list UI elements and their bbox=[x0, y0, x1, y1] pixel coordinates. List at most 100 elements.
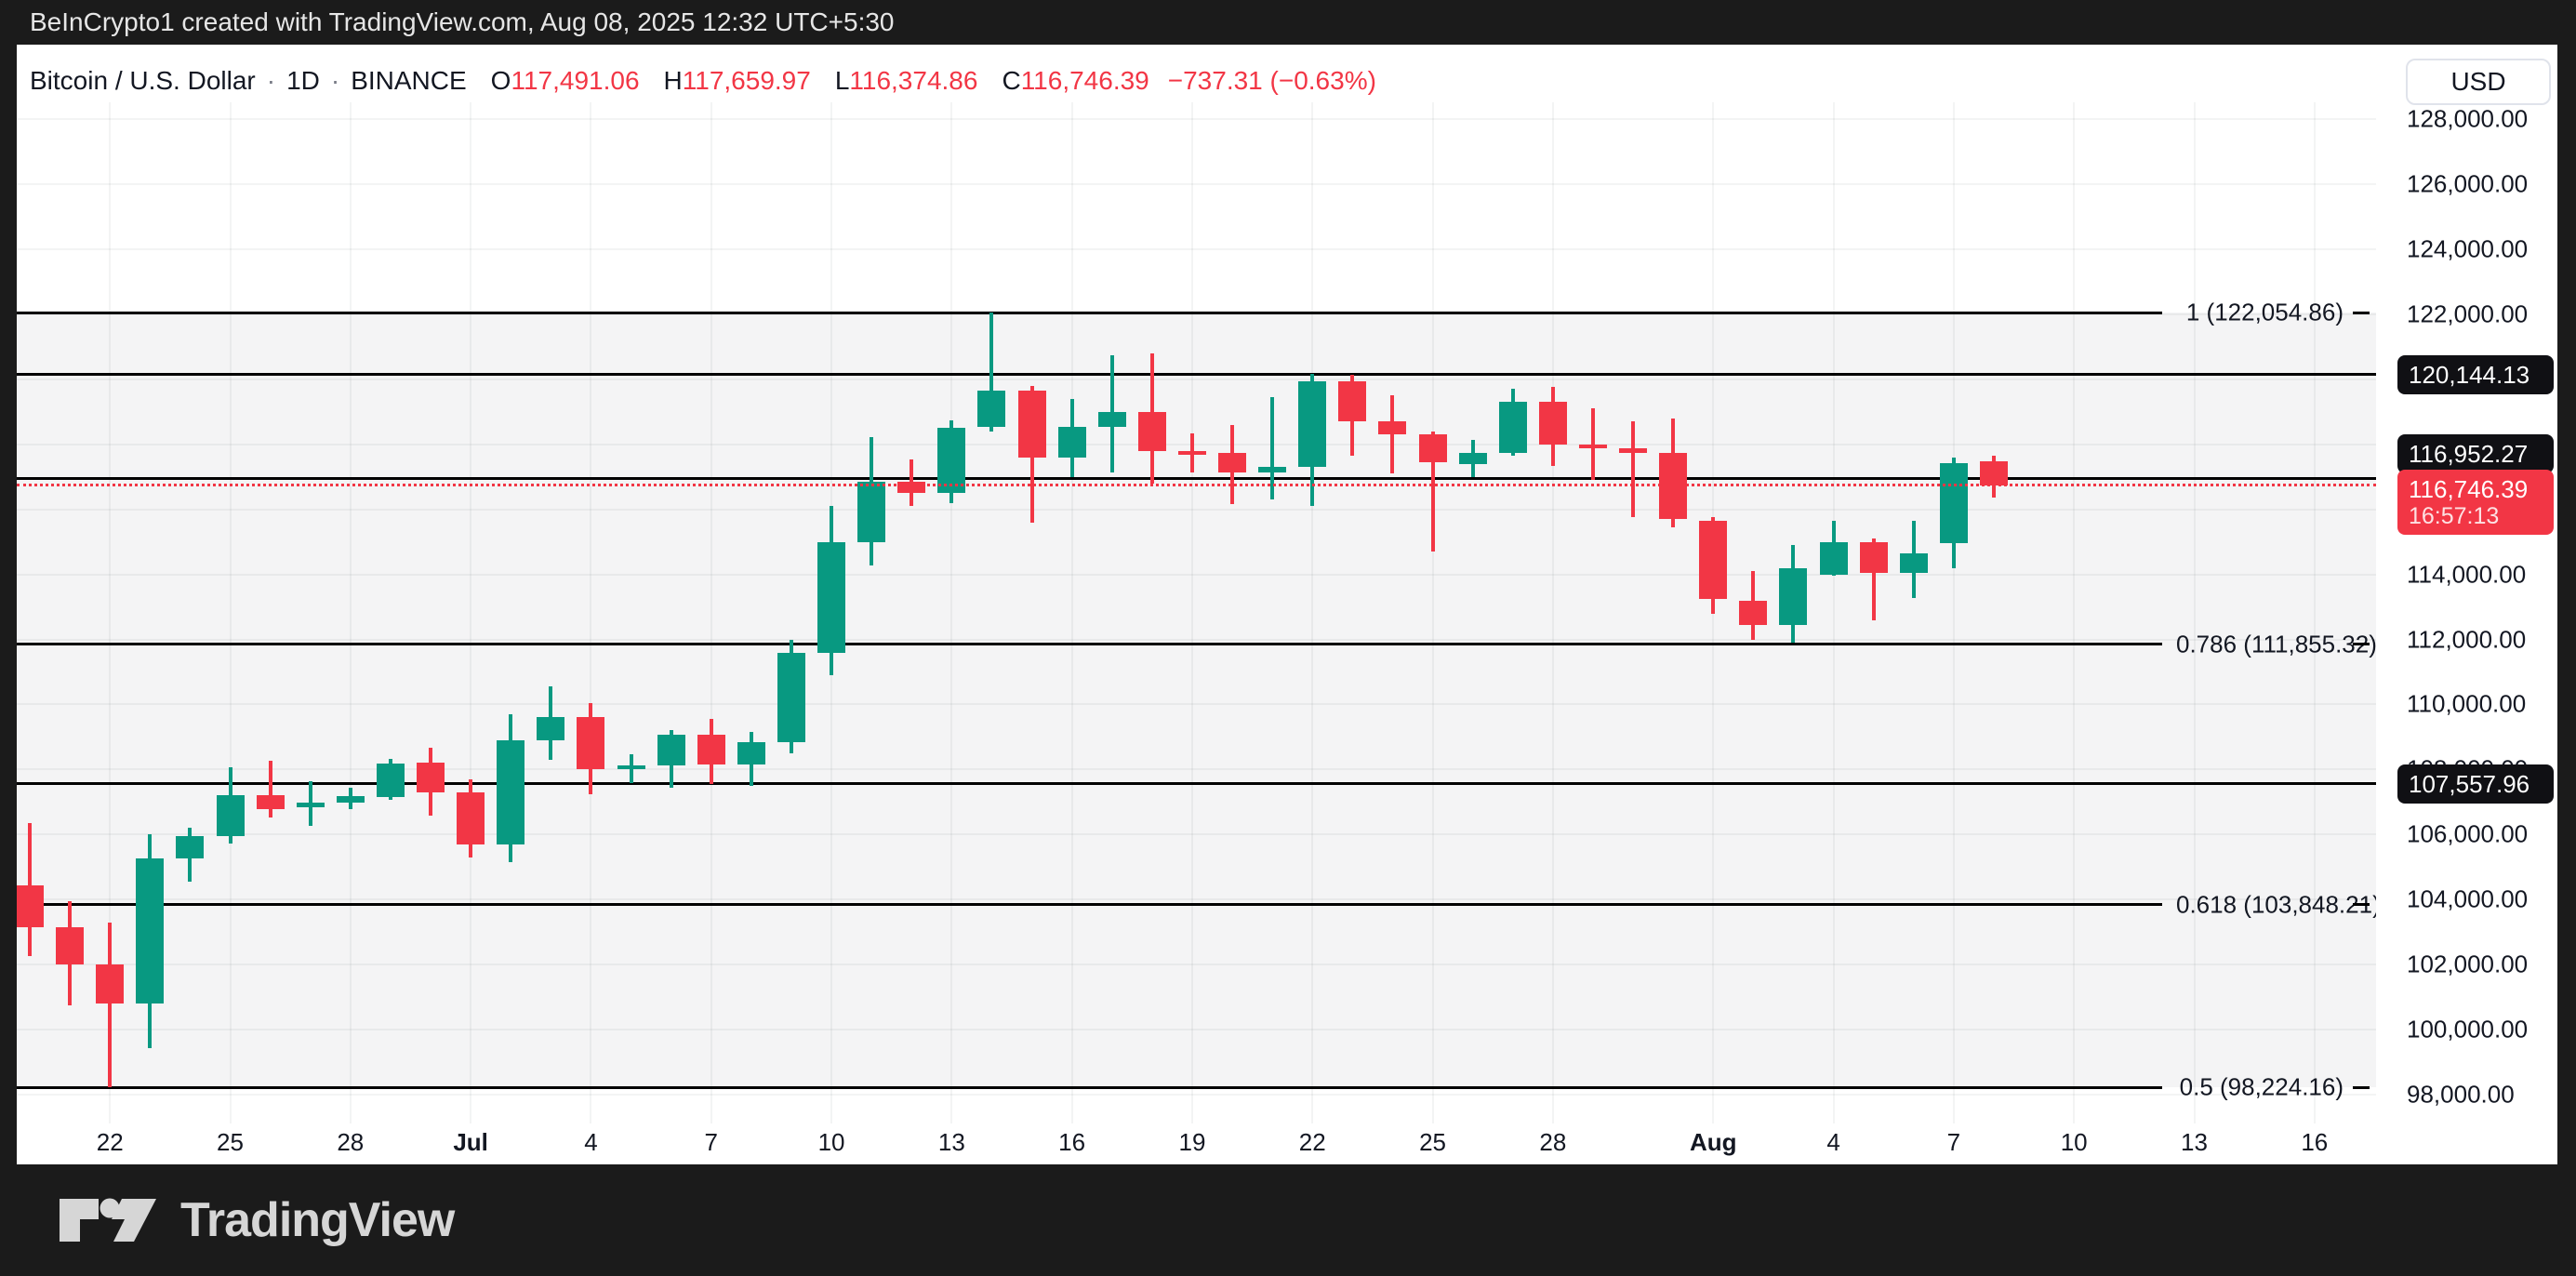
current-price-line bbox=[17, 484, 2376, 487]
interval-label[interactable]: 1D bbox=[286, 66, 320, 95]
horizontal-gridline bbox=[17, 312, 2376, 315]
price-tick-label: 114,000.00 bbox=[2407, 560, 2527, 589]
vertical-gridline bbox=[2073, 102, 2076, 1123]
candle-body bbox=[176, 836, 205, 858]
candle-body bbox=[1298, 380, 1327, 468]
fib-level-label: 1 (122,054.86) bbox=[2185, 298, 2344, 326]
horizontal-gridline bbox=[17, 508, 2376, 511]
candle-body bbox=[977, 391, 1006, 427]
fib-level-line-end bbox=[2353, 903, 2370, 907]
candle-wick bbox=[1871, 538, 1876, 620]
candle-body bbox=[1779, 567, 1808, 625]
candle-body bbox=[376, 764, 405, 798]
candle-body bbox=[1538, 402, 1567, 445]
fib-level-line bbox=[17, 903, 2162, 907]
candle-wick bbox=[1270, 397, 1275, 500]
time-tick-label: 22 bbox=[96, 1128, 124, 1156]
time-tick-label: 4 bbox=[584, 1128, 598, 1156]
horizontal-gridline bbox=[17, 1029, 2376, 1031]
candle-body bbox=[617, 765, 645, 770]
price-tick-label: 102,000.00 bbox=[2407, 950, 2529, 978]
time-tick-label: 22 bbox=[1298, 1128, 1326, 1156]
horizontal-gridline bbox=[17, 638, 2376, 641]
exchange-label[interactable]: BINANCE bbox=[351, 66, 467, 95]
candle-body bbox=[1899, 552, 1928, 573]
horizontal-gridline bbox=[17, 964, 2376, 966]
price-tick-label: 98,000.00 bbox=[2407, 1080, 2515, 1109]
candle-body bbox=[1338, 380, 1367, 422]
separator-dot: · bbox=[266, 66, 276, 95]
horizontal-gridline bbox=[17, 833, 2376, 836]
horizontal-price-line bbox=[17, 476, 2376, 480]
candle-body bbox=[1017, 391, 1046, 458]
tradingview-logo-icon bbox=[60, 1198, 156, 1242]
price-tick-label: 110,000.00 bbox=[2407, 689, 2527, 718]
candle-body bbox=[1378, 421, 1407, 435]
vertical-gridline bbox=[2313, 102, 2316, 1123]
candle-body bbox=[457, 791, 485, 844]
currency-toggle-button[interactable]: USD bbox=[2406, 59, 2551, 105]
vertical-gridline bbox=[229, 102, 232, 1123]
horizontal-gridline bbox=[17, 443, 2376, 445]
price-tick-label: 128,000.00 bbox=[2407, 104, 2529, 133]
candle-body bbox=[697, 735, 725, 765]
vertical-gridline bbox=[1551, 102, 1554, 1123]
price-tick-label: 106,000.00 bbox=[2407, 819, 2529, 848]
price-line-badge: 116,952.27 bbox=[2397, 434, 2554, 474]
candle-wick bbox=[1430, 431, 1435, 552]
vertical-gridline bbox=[1431, 102, 1434, 1123]
tradingview-brand-name: TradingView bbox=[180, 1193, 455, 1247]
header-bar: BeInCrypto1 created with TradingView.com… bbox=[0, 0, 2576, 45]
fib-level-line-end bbox=[2353, 311, 2370, 314]
fib-level-line bbox=[17, 311, 2162, 314]
candle-body bbox=[537, 717, 565, 740]
time-tick-label: 25 bbox=[1419, 1128, 1447, 1156]
symbol-name[interactable]: Bitcoin / U.S. Dollar bbox=[30, 66, 256, 95]
candle-body bbox=[136, 857, 165, 1004]
candle-body bbox=[1699, 520, 1728, 599]
ohlc-item-c: C116,746.39 bbox=[1002, 66, 1149, 95]
candle-body bbox=[1859, 541, 1888, 573]
candle-body bbox=[1218, 452, 1247, 472]
price-scale-axis[interactable]: 128,000.00 126,000.00 124,000.00 122,000.00… bbox=[2381, 102, 2557, 1123]
candle-body bbox=[857, 482, 886, 542]
candle-body bbox=[56, 926, 85, 965]
vertical-gridline bbox=[1190, 102, 1193, 1123]
time-tick-label: Jul bbox=[453, 1128, 488, 1156]
candle-wick bbox=[989, 312, 994, 432]
time-tick-label: 16 bbox=[2301, 1128, 2329, 1156]
chart-plot-area[interactable]: 1 (122,054.86) 0.786 (111,855.32) 0.618 (1… bbox=[17, 102, 2376, 1123]
time-scale-axis[interactable]: 22 25 28 Jul 4 7 10 13 16 19 22 25 28 Aug 4 7 10 13 16 bbox=[17, 1123, 2376, 1164]
candle-body bbox=[1739, 600, 1768, 625]
fib-level-line bbox=[17, 643, 2162, 646]
time-tick-label: 16 bbox=[1058, 1128, 1086, 1156]
fib-level-line-end bbox=[2353, 1085, 2370, 1089]
candle-body bbox=[336, 796, 365, 804]
time-tick-label: 7 bbox=[704, 1128, 718, 1156]
candle-body bbox=[1258, 467, 1287, 472]
candle-body bbox=[1578, 444, 1607, 448]
vertical-gridline bbox=[1952, 102, 1955, 1123]
candle-body bbox=[216, 795, 245, 837]
fib-level-line bbox=[17, 1085, 2162, 1089]
time-tick-label: Aug bbox=[1690, 1128, 1737, 1156]
time-tick-label: 28 bbox=[337, 1128, 365, 1156]
time-tick-label: 7 bbox=[1946, 1128, 1961, 1156]
price-tick-label: 124,000.00 bbox=[2407, 234, 2529, 263]
candle-body bbox=[1057, 426, 1086, 458]
watermark-text: BeInCrypto1 created with TradingView.com… bbox=[30, 7, 895, 36]
horizontal-gridline bbox=[17, 1093, 2376, 1096]
ohlc-item-o: O117,491.06 bbox=[490, 66, 640, 95]
candle-body bbox=[17, 884, 44, 927]
symbol-info-bar[interactable]: Bitcoin / U.S. Dollar · 1D · BINANCE O117,491… bbox=[30, 61, 1376, 100]
time-tick-label: 4 bbox=[1826, 1128, 1840, 1156]
candle-body bbox=[1137, 411, 1166, 451]
vertical-gridline bbox=[349, 102, 352, 1123]
horizontal-gridline bbox=[17, 768, 2376, 771]
candle-body bbox=[1619, 448, 1648, 453]
separator-dot: · bbox=[330, 66, 340, 95]
price-tick-label: 100,000.00 bbox=[2407, 1015, 2529, 1043]
fib-level-line-end bbox=[2353, 643, 2370, 646]
price-tick-label: 122,000.00 bbox=[2407, 299, 2529, 328]
vertical-gridline bbox=[950, 102, 953, 1123]
